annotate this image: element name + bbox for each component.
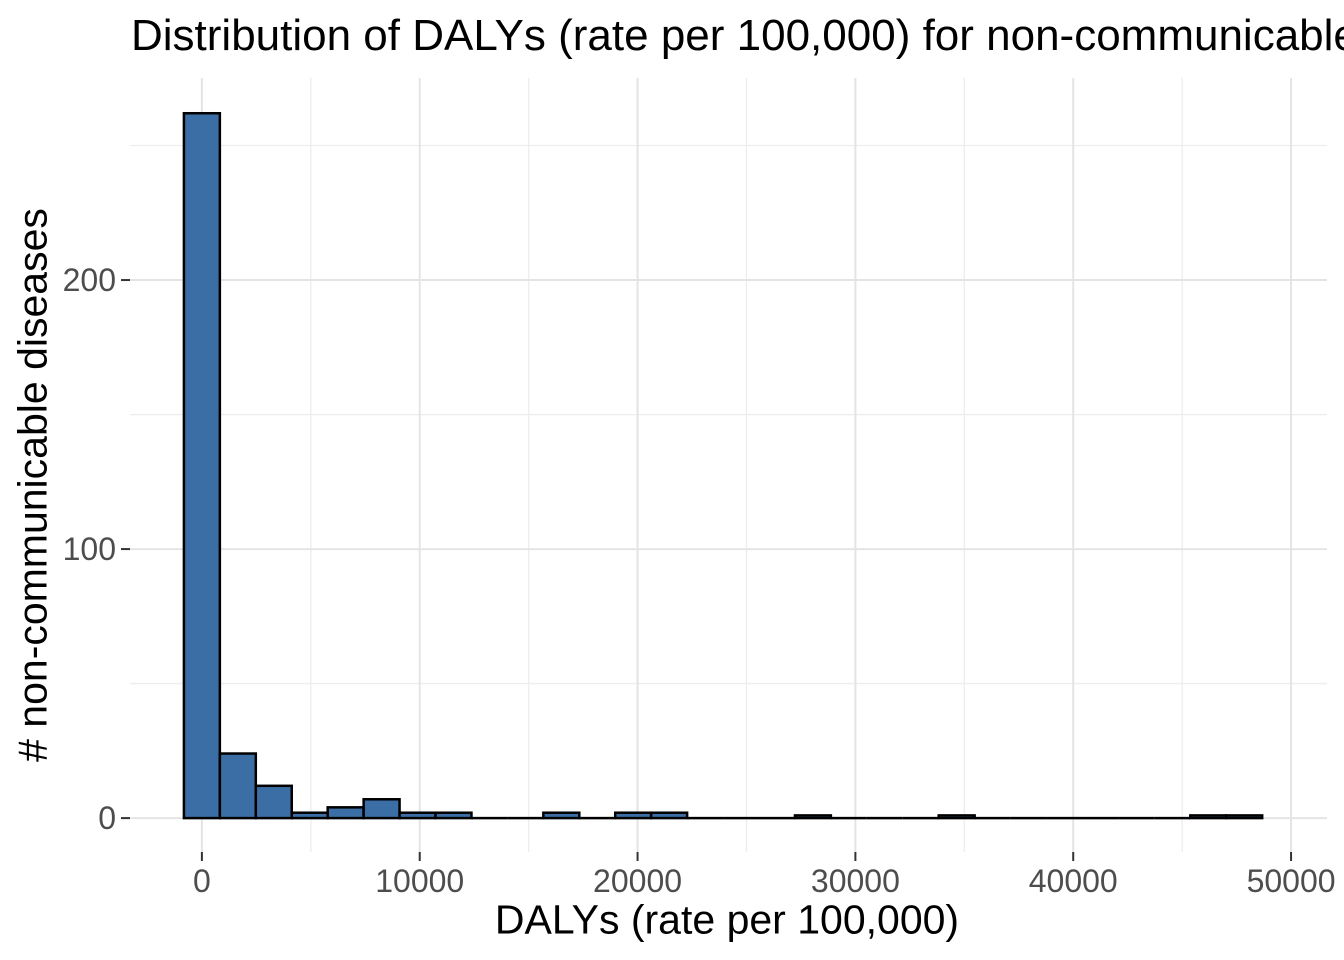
histogram-bar: [937, 814, 976, 820]
histogram-bar: [182, 111, 222, 820]
histogram-bar-zero: [902, 816, 939, 820]
histogram-bar: [1189, 814, 1228, 820]
x-tick-label: 40000: [1029, 863, 1118, 899]
histogram-bar: [793, 814, 833, 820]
histogram-bar-zero: [758, 816, 795, 820]
x-tick-label: 10000: [375, 863, 464, 899]
x-tick-label: 0: [193, 863, 211, 899]
histogram-bar: [362, 798, 401, 820]
histogram-bar-zero: [1010, 816, 1047, 820]
histogram-bar-zero: [974, 816, 1011, 820]
y-axis-title: # non-communicable diseases: [9, 208, 56, 762]
histogram-bar: [326, 806, 365, 820]
x-tick-label: 20000: [593, 863, 682, 899]
y-tick-label: 100: [63, 531, 116, 567]
histogram-bar-zero: [1082, 816, 1119, 820]
histogram-bar-zero: [1046, 816, 1083, 820]
histogram-bar: [254, 784, 293, 820]
x-tick-label: 30000: [811, 863, 900, 899]
histogram-bar: [434, 811, 473, 820]
histogram-bar: [398, 811, 437, 820]
histogram-bar-zero: [687, 816, 724, 820]
histogram-bar: [218, 752, 258, 820]
histogram-bar-zero: [1118, 816, 1155, 820]
histogram-bar: [290, 811, 329, 820]
x-tick-label: 50000: [1247, 863, 1336, 899]
histogram-bar-zero: [723, 816, 759, 820]
histogram-bar-zero: [830, 816, 867, 820]
histogram-bar: [1225, 814, 1264, 820]
histogram-bar: [542, 811, 581, 820]
histogram-bar-zero: [866, 816, 903, 820]
histogram-bar: [649, 811, 689, 820]
y-tick-label: 200: [63, 262, 116, 298]
histogram-bar-zero: [579, 816, 616, 820]
histogram-bar: [613, 811, 653, 820]
histogram-bar-zero: [1154, 816, 1191, 820]
histogram-bar-zero: [507, 816, 544, 820]
plot-title: Distribution of DALYs (rate per 100,000)…: [131, 11, 1344, 60]
histogram-bar-zero: [471, 816, 508, 820]
y-tick-label: 0: [98, 800, 116, 836]
x-axis-title: DALYs (rate per 100,000): [494, 896, 960, 943]
